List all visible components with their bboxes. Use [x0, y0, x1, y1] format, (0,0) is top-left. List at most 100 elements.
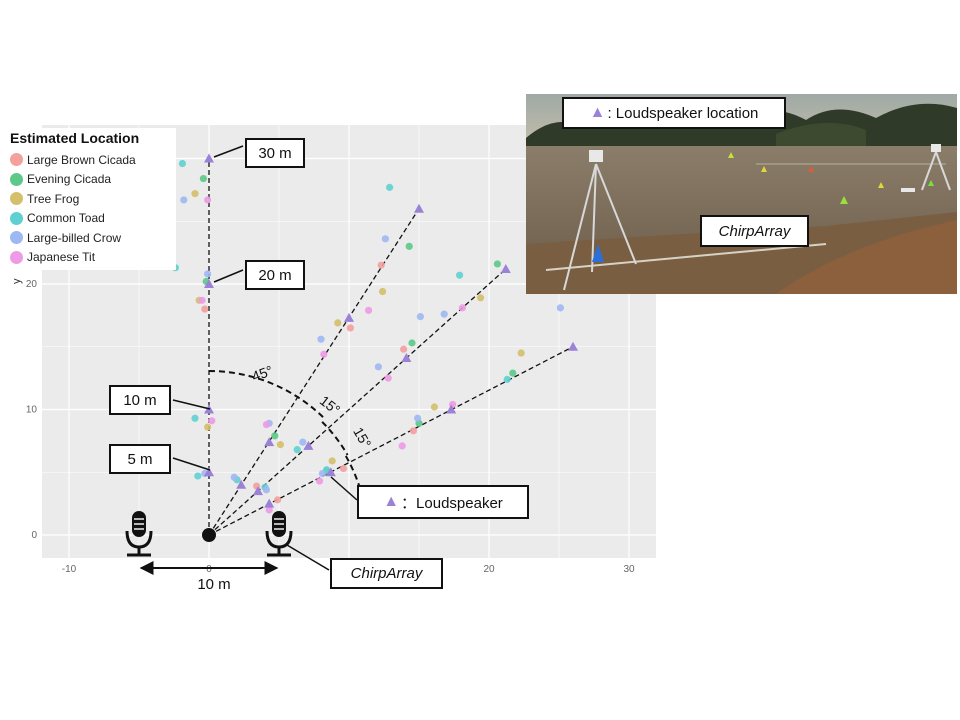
estimated-point	[316, 477, 324, 485]
loudspeaker-marker	[264, 498, 275, 508]
estimated-point	[400, 345, 408, 353]
estimated-point	[416, 313, 424, 321]
legend-dot	[10, 153, 23, 167]
loudspeaker-marker	[344, 312, 354, 322]
estimated-points	[171, 159, 565, 514]
estimated-point	[405, 242, 413, 250]
estimated-point	[517, 349, 525, 357]
estimated-point	[509, 369, 517, 377]
legend-item-evening-cicada: Evening Cicada	[10, 170, 176, 190]
loudspeaker-marker	[325, 467, 336, 477]
estimated-point	[556, 304, 565, 312]
y-tick-label: 20	[26, 279, 38, 290]
x-tick-label: -10	[62, 564, 77, 575]
array-origin-dot	[202, 528, 216, 542]
estimated-point	[262, 486, 270, 494]
loudspeaker-marker	[446, 404, 457, 414]
estimated-point	[334, 319, 342, 327]
estimated-point	[456, 271, 464, 279]
estimated-point	[503, 375, 511, 383]
estimated-point	[204, 270, 212, 278]
estimated-point	[339, 464, 347, 473]
callout-30m: 30 m	[245, 138, 305, 168]
estimated-point	[493, 260, 501, 268]
estimated-point	[199, 174, 207, 183]
estimated-point	[377, 261, 385, 269]
angle-arc	[321, 421, 349, 456]
legend-label: Large-billed Crow	[27, 230, 122, 245]
estimated-point	[409, 427, 417, 435]
estimated-point	[317, 335, 325, 343]
estimated-point	[230, 473, 238, 481]
estimated-point	[276, 441, 284, 449]
legend-label: Japanese Tit	[27, 250, 96, 265]
legend-dot	[10, 211, 23, 225]
callout-10m-label: 10 m	[123, 391, 157, 409]
estimated-point	[198, 296, 206, 304]
estimated-point	[201, 305, 209, 313]
loudspeaker-markers	[204, 153, 578, 508]
loudspeaker-marker	[264, 437, 275, 447]
loudspeaker-marker	[414, 203, 424, 213]
legend-dot	[10, 192, 23, 206]
estimated-point	[414, 414, 422, 422]
callout-20m: 20 m	[245, 260, 305, 290]
estimated-point	[408, 339, 416, 347]
estimated-point	[379, 287, 387, 296]
estimated-point	[430, 403, 438, 411]
estimated-point	[381, 235, 389, 243]
loudspeaker-marker	[236, 479, 247, 489]
photo-loudspeaker-triangle-icon: ▲	[589, 104, 606, 121]
estimated-point	[398, 442, 406, 450]
estimated-point	[346, 324, 354, 332]
x-tick-label: 0	[206, 564, 212, 575]
callout-loudspeaker: ▲ ：Loudspeaker	[357, 485, 529, 519]
legend: Estimated Location Large Brown Cicada Ev…	[0, 128, 176, 270]
y-axis-label: y	[11, 278, 23, 284]
legend-label: Common Toad	[27, 211, 105, 226]
estimated-point	[194, 472, 202, 480]
x-tick-label: 20	[483, 564, 495, 575]
estimated-point	[204, 423, 212, 431]
loudspeaker-triangle-icon: ▲	[383, 493, 400, 510]
y-tick-label: 10	[26, 405, 38, 416]
callout-20m-label: 20 m	[258, 266, 292, 284]
estimated-point	[458, 304, 466, 312]
photo-legend-label: : Loudspeaker location	[607, 104, 759, 122]
estimated-point	[386, 183, 394, 191]
legend-item-tree-frog: Tree Frog	[10, 189, 176, 209]
y-tick-label: 0	[31, 530, 37, 541]
legend-label: Evening Cicada	[27, 172, 112, 187]
photo-chirparray-callout: ChirpArray	[700, 215, 809, 247]
angle-arc	[208, 370, 326, 420]
loudspeaker-marker	[204, 279, 214, 288]
estimated-point	[384, 374, 392, 382]
estimated-point	[265, 506, 273, 514]
legend-label: Large Brown Cicada	[27, 152, 136, 167]
estimated-point	[328, 457, 336, 465]
field-photo: ▲ : Loudspeaker location ChirpArray	[526, 94, 957, 294]
estimated-point	[318, 469, 326, 478]
loudspeaker-marker	[303, 440, 314, 450]
legend-title: Estimated Location	[10, 130, 140, 146]
loudspeaker-marker	[401, 353, 412, 363]
estimated-point	[365, 306, 373, 314]
legend-item-japanese-tit: Japanese Tit	[10, 248, 176, 268]
legend-item-large-brown-cicada: Large Brown Cicada	[10, 150, 176, 170]
estimated-point	[208, 417, 216, 425]
loudspeaker-marker	[204, 153, 214, 163]
legend-item-common-toad: Common Toad	[10, 209, 176, 229]
photo-chirparray-label: ChirpArray	[718, 222, 791, 240]
callout-30m-label: 30 m	[258, 144, 292, 162]
callout-chirparray-label: ChirpArray	[350, 565, 423, 582]
callout-loudspeaker-label: ：Loudspeaker	[401, 494, 503, 512]
callout-10m: 10 m	[109, 385, 171, 415]
loudspeaker-marker	[500, 263, 511, 273]
estimated-point	[262, 420, 270, 429]
loudspeaker-marker	[204, 467, 214, 477]
estimated-point	[274, 496, 282, 504]
estimated-point	[293, 446, 301, 454]
loudspeaker-marker	[568, 341, 578, 351]
angle-label-45: 45°	[250, 362, 275, 384]
x-tick-label: 30	[623, 564, 635, 575]
